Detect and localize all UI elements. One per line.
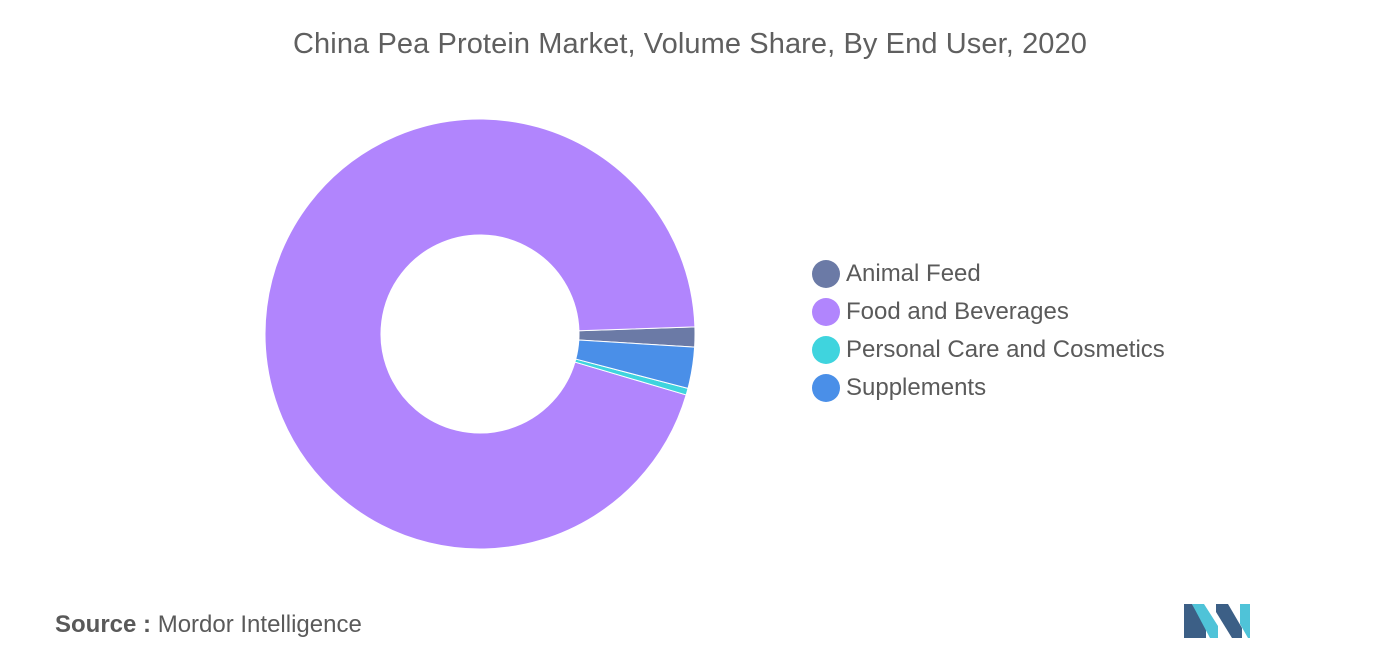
legend-item-supplements: Supplements (812, 369, 1165, 407)
logo-shape-left (1184, 604, 1206, 638)
donut-slice-food-and-beverages (264, 118, 696, 550)
legend-item-food-and-beverages: Food and Beverages (812, 293, 1165, 331)
legend-label: Animal Feed (846, 260, 981, 287)
legend-swatch (812, 374, 840, 402)
logo-shape-right (1240, 604, 1250, 638)
donut-slice-supplements (575, 339, 696, 390)
mordor-intelligence-logo-icon (1184, 604, 1250, 638)
chart-title: China Pea Protein Market, Volume Share, … (293, 28, 1087, 60)
source-label: Source : (55, 611, 152, 638)
legend-label: Personal Care and Cosmetics (846, 336, 1165, 363)
logo-shape-mid-right (1216, 604, 1242, 638)
legend-label: Food and Beverages (846, 298, 1069, 325)
donut-slices (264, 118, 696, 550)
source-text: Mordor Intelligence (157, 611, 362, 638)
legend-swatch (812, 260, 840, 288)
legend-swatch (812, 298, 840, 326)
legend-item-personal-care-and-cosmetics: Personal Care and Cosmetics (812, 331, 1165, 369)
logo-shape-mid-left (1192, 604, 1218, 638)
legend-swatch (812, 336, 840, 364)
legend-label: Supplements (846, 374, 987, 401)
chart-legend: Animal Feed Food and Beverages Personal Ca… (812, 255, 1165, 407)
source-note: Source : Mordor Intelligence (55, 611, 362, 639)
legend-item-animal-feed: Animal Feed (812, 255, 1165, 293)
